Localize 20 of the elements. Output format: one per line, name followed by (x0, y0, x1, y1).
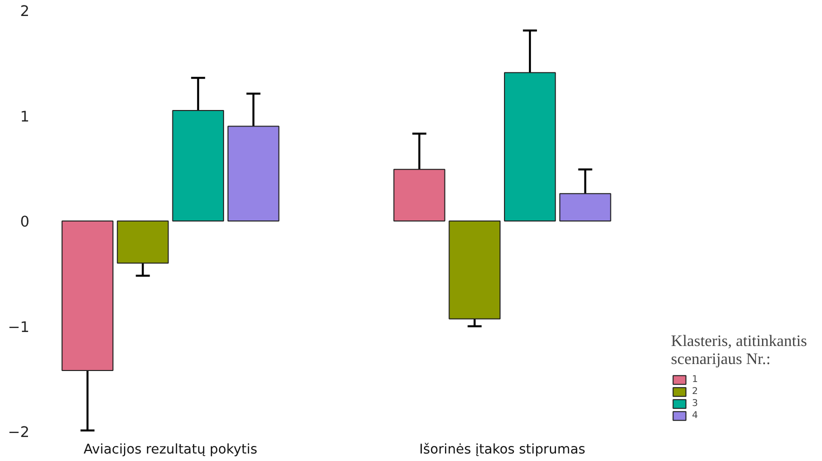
y-tick-label: 2 (20, 3, 30, 20)
y-tick-label: 0 (20, 214, 30, 230)
y-tick-label: −2 (8, 424, 30, 441)
x-tick-label: Aviacijos rezultatų pokytis (84, 442, 258, 458)
legend-label: 1 (692, 374, 699, 385)
x-tick-label: Išorinės įtakos stiprumas (419, 442, 586, 458)
bar (559, 193, 612, 222)
y-tick-label: 1 (20, 108, 30, 126)
bar (227, 126, 280, 222)
legend-title: Klasteris, atitinkantis scenarijaus Nr.: (671, 333, 807, 369)
y-tick-label: −1 (8, 318, 30, 336)
bar (393, 168, 446, 222)
bar (172, 110, 224, 222)
bar (62, 220, 114, 371)
bar (116, 220, 169, 264)
bar (504, 72, 556, 222)
legend-label: 4 (692, 410, 699, 421)
legend-label: 3 (692, 398, 699, 409)
bar (448, 220, 501, 320)
legend-label: 2 (692, 386, 699, 397)
